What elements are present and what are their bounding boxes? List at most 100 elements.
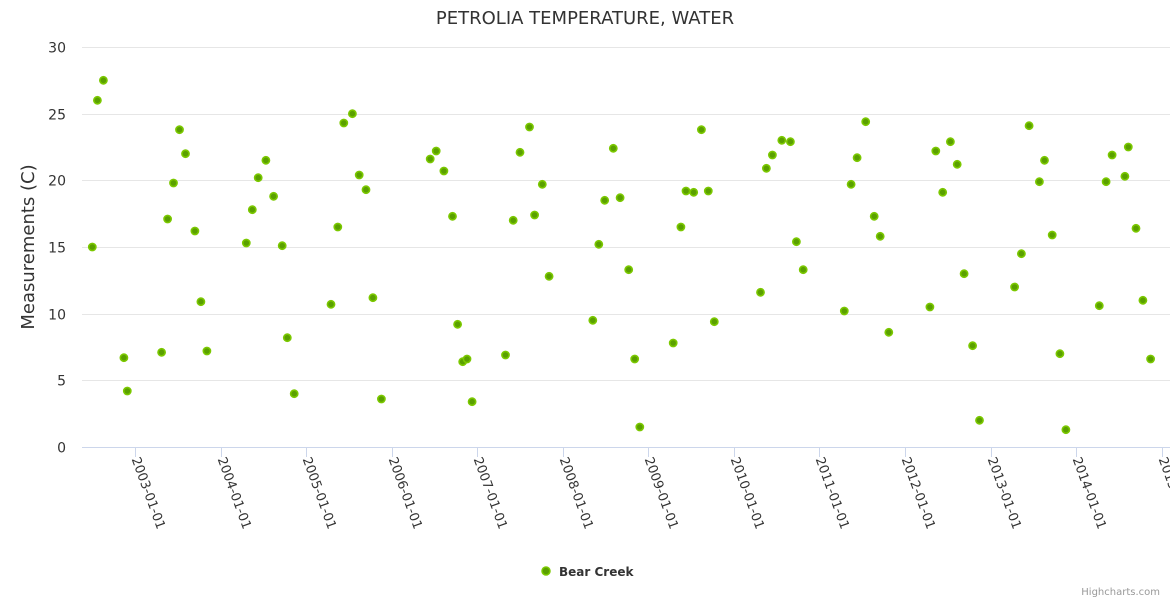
data-point[interactable] bbox=[875, 231, 885, 241]
data-point[interactable] bbox=[975, 415, 984, 425]
data-point[interactable] bbox=[289, 389, 299, 399]
data-point[interactable] bbox=[884, 327, 894, 337]
data-point[interactable] bbox=[1024, 121, 1034, 131]
data-point[interactable] bbox=[869, 211, 879, 221]
data-point[interactable] bbox=[181, 149, 190, 159]
data-point[interactable] bbox=[588, 315, 598, 325]
data-point[interactable] bbox=[852, 153, 862, 163]
data-point[interactable] bbox=[282, 333, 292, 343]
data-point[interactable] bbox=[361, 185, 371, 195]
data-point[interactable] bbox=[376, 394, 386, 404]
data-point[interactable] bbox=[544, 271, 554, 281]
data-point[interactable] bbox=[453, 319, 462, 329]
data-point[interactable] bbox=[635, 422, 645, 432]
data-point[interactable] bbox=[703, 186, 713, 196]
data-point[interactable] bbox=[508, 215, 518, 225]
data-point[interactable] bbox=[196, 297, 206, 307]
data-point[interactable] bbox=[798, 265, 808, 275]
data-point[interactable] bbox=[241, 238, 251, 248]
data-point[interactable] bbox=[959, 269, 969, 279]
data-point[interactable] bbox=[537, 179, 547, 189]
data-point[interactable] bbox=[157, 347, 166, 357]
data-point[interactable] bbox=[190, 226, 200, 236]
data-point[interactable] bbox=[87, 242, 97, 252]
data-point[interactable] bbox=[931, 146, 941, 156]
data-point[interactable] bbox=[1131, 223, 1141, 233]
data-point[interactable] bbox=[630, 354, 640, 364]
data-point[interactable] bbox=[501, 350, 510, 360]
data-point[interactable] bbox=[269, 191, 278, 201]
data-point[interactable] bbox=[925, 302, 935, 312]
data-point[interactable] bbox=[93, 95, 102, 105]
scatter-series-bear-creek[interactable] bbox=[87, 75, 1155, 435]
data-point[interactable] bbox=[792, 237, 801, 247]
data-point[interactable] bbox=[946, 137, 955, 147]
data-point[interactable] bbox=[608, 143, 618, 153]
data-point[interactable] bbox=[462, 354, 472, 364]
data-point[interactable] bbox=[689, 187, 699, 197]
data-point[interactable] bbox=[525, 122, 534, 132]
data-point[interactable] bbox=[326, 299, 336, 309]
data-point[interactable] bbox=[515, 147, 525, 157]
data-point[interactable] bbox=[1061, 425, 1071, 435]
data-point[interactable] bbox=[261, 155, 271, 165]
data-point[interactable] bbox=[697, 125, 706, 135]
data-point[interactable] bbox=[1040, 155, 1049, 165]
data-point[interactable] bbox=[99, 75, 108, 85]
data-point[interactable] bbox=[777, 135, 787, 145]
data-point[interactable] bbox=[1120, 171, 1130, 181]
data-point[interactable] bbox=[1047, 230, 1057, 240]
data-point[interactable] bbox=[439, 166, 449, 176]
data-point[interactable] bbox=[175, 125, 184, 135]
data-point[interactable] bbox=[1035, 177, 1044, 187]
data-point[interactable] bbox=[354, 170, 364, 180]
data-point[interactable] bbox=[368, 293, 378, 303]
data-point[interactable] bbox=[1055, 349, 1065, 359]
data-point[interactable] bbox=[247, 205, 257, 215]
data-point[interactable] bbox=[952, 159, 962, 169]
data-point[interactable] bbox=[676, 222, 686, 232]
data-point[interactable] bbox=[253, 173, 263, 183]
data-point[interactable] bbox=[615, 193, 625, 203]
data-point[interactable] bbox=[163, 214, 172, 224]
data-point[interactable] bbox=[448, 211, 457, 221]
data-point[interactable] bbox=[668, 338, 678, 348]
data-point[interactable] bbox=[1107, 150, 1117, 160]
data-point[interactable] bbox=[530, 210, 539, 220]
data-point[interactable] bbox=[431, 146, 441, 156]
data-point[interactable] bbox=[839, 306, 849, 316]
data-point[interactable] bbox=[861, 117, 871, 127]
data-point[interactable] bbox=[333, 222, 343, 232]
data-point[interactable] bbox=[768, 150, 777, 160]
data-point[interactable] bbox=[347, 109, 357, 119]
data-point[interactable] bbox=[277, 241, 287, 251]
legend[interactable]: Bear Creek bbox=[541, 565, 634, 579]
data-point[interactable] bbox=[1146, 354, 1155, 364]
legend-label-bear-creek[interactable]: Bear Creek bbox=[559, 565, 634, 579]
data-point[interactable] bbox=[425, 154, 435, 164]
data-point[interactable] bbox=[709, 317, 719, 327]
credits-link[interactable]: Highcharts.com bbox=[1081, 587, 1160, 598]
data-point[interactable] bbox=[1138, 295, 1148, 305]
data-point[interactable] bbox=[938, 187, 948, 197]
data-point[interactable] bbox=[1101, 177, 1111, 187]
data-point[interactable] bbox=[594, 239, 604, 249]
data-point[interactable] bbox=[786, 137, 795, 147]
data-point[interactable] bbox=[202, 346, 212, 356]
data-point[interactable] bbox=[122, 386, 132, 396]
data-point[interactable] bbox=[1123, 142, 1133, 152]
data-point[interactable] bbox=[846, 179, 856, 189]
data-point[interactable] bbox=[1094, 301, 1104, 311]
data-point[interactable] bbox=[1010, 282, 1019, 292]
data-point[interactable] bbox=[1017, 249, 1026, 259]
data-point[interactable] bbox=[119, 353, 129, 363]
data-point[interactable] bbox=[762, 163, 771, 173]
data-point[interactable] bbox=[968, 341, 977, 351]
data-point[interactable] bbox=[756, 287, 765, 297]
data-point[interactable] bbox=[600, 195, 610, 205]
data-point[interactable] bbox=[681, 186, 691, 196]
data-point[interactable] bbox=[467, 397, 477, 407]
data-point[interactable] bbox=[624, 265, 634, 275]
data-point[interactable] bbox=[169, 178, 178, 188]
data-point[interactable] bbox=[339, 118, 349, 128]
